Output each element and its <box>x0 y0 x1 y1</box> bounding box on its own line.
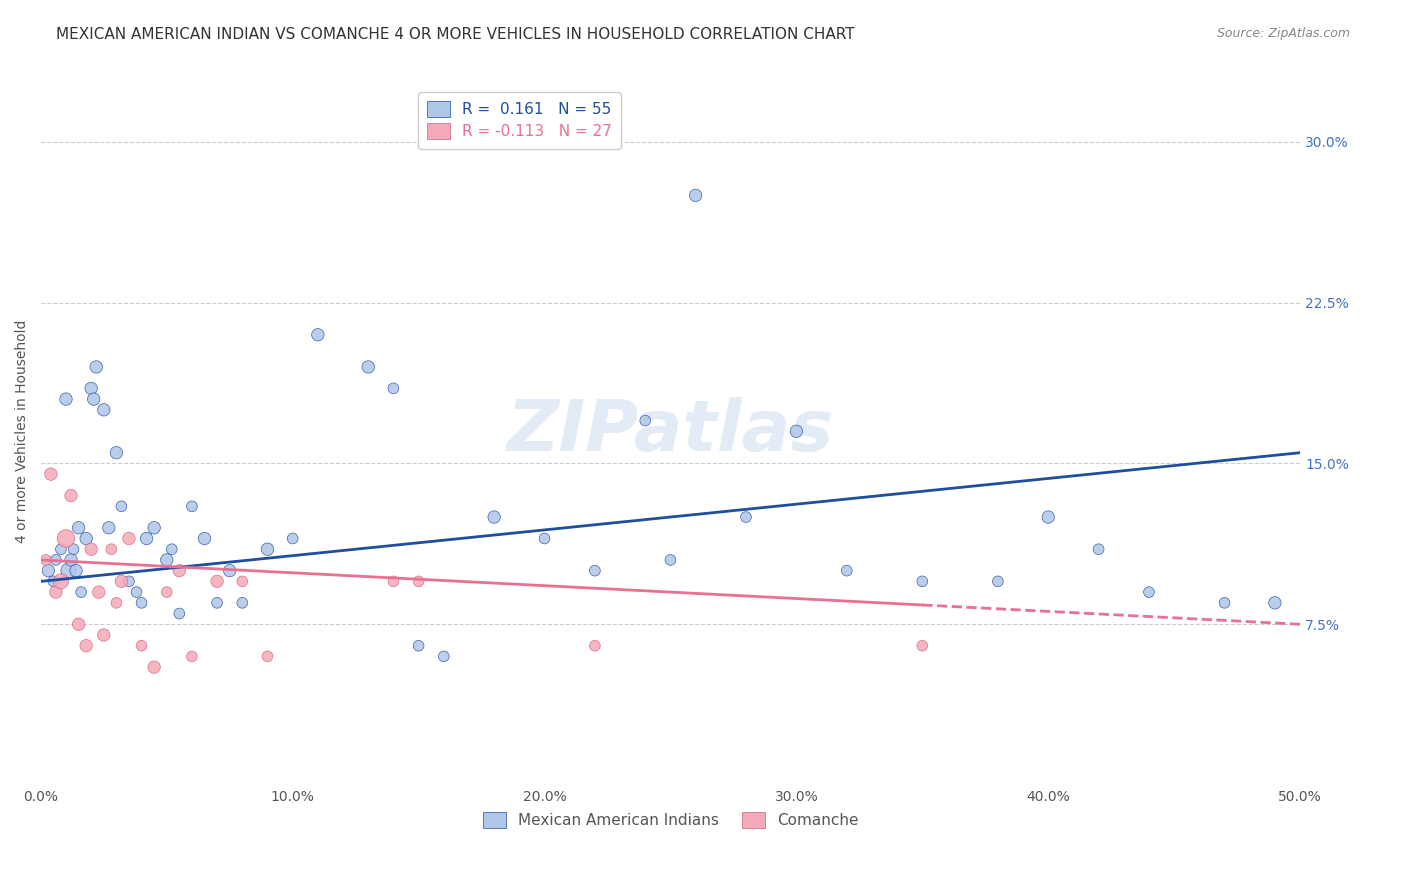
Point <box>156 553 179 567</box>
Point <box>408 574 430 589</box>
Point <box>93 402 115 417</box>
Point <box>205 596 228 610</box>
Point <box>87 585 110 599</box>
Point <box>160 542 183 557</box>
Point <box>75 532 97 546</box>
Point <box>583 639 606 653</box>
Point <box>49 542 72 557</box>
Point <box>35 553 58 567</box>
Point <box>256 542 278 557</box>
Point <box>180 649 202 664</box>
Point <box>100 542 122 557</box>
Point <box>105 446 128 460</box>
Point <box>987 574 1010 589</box>
Point <box>1087 542 1109 557</box>
Point <box>37 564 59 578</box>
Point <box>231 596 253 610</box>
Point <box>70 585 93 599</box>
Point <box>39 467 62 482</box>
Point <box>408 639 430 653</box>
Point <box>231 574 253 589</box>
Point <box>735 510 758 524</box>
Point <box>75 639 97 653</box>
Point <box>685 188 707 202</box>
Point <box>482 510 505 524</box>
Point <box>433 649 456 664</box>
Point <box>169 564 191 578</box>
Text: MEXICAN AMERICAN INDIAN VS COMANCHE 4 OR MORE VEHICLES IN HOUSEHOLD CORRELATION : MEXICAN AMERICAN INDIAN VS COMANCHE 4 OR… <box>56 27 855 42</box>
Point <box>131 596 153 610</box>
Point <box>67 521 90 535</box>
Point <box>110 574 132 589</box>
Point <box>281 532 304 546</box>
Point <box>67 617 90 632</box>
Point <box>143 521 166 535</box>
Point <box>45 585 67 599</box>
Point <box>382 574 405 589</box>
Point <box>55 532 77 546</box>
Point <box>1213 596 1236 610</box>
Point <box>83 392 105 406</box>
Point <box>143 660 166 674</box>
Point <box>583 564 606 578</box>
Point <box>1264 596 1286 610</box>
Point <box>156 585 179 599</box>
Legend: Mexican American Indians, Comanche: Mexican American Indians, Comanche <box>477 805 865 834</box>
Point <box>218 564 240 578</box>
Point <box>634 413 657 427</box>
Point <box>62 542 84 557</box>
Point <box>80 381 103 395</box>
Point <box>58 564 80 578</box>
Point <box>659 553 682 567</box>
Point <box>180 500 202 514</box>
Point <box>42 574 65 589</box>
Point <box>80 542 103 557</box>
Point <box>84 359 107 374</box>
Point <box>55 392 77 406</box>
Point <box>835 564 858 578</box>
Point <box>65 564 87 578</box>
Point <box>1038 510 1060 524</box>
Point <box>118 532 141 546</box>
Point <box>118 574 141 589</box>
Point <box>131 639 153 653</box>
Point <box>1137 585 1160 599</box>
Point <box>911 574 934 589</box>
Point <box>785 424 807 438</box>
Point <box>533 532 555 546</box>
Point <box>110 500 132 514</box>
Point <box>193 532 215 546</box>
Point <box>60 489 83 503</box>
Point <box>357 359 380 374</box>
Point <box>382 381 405 395</box>
Point <box>45 553 67 567</box>
Text: Source: ZipAtlas.com: Source: ZipAtlas.com <box>1216 27 1350 40</box>
Point <box>205 574 228 589</box>
Point <box>97 521 120 535</box>
Point <box>256 649 278 664</box>
Point <box>169 607 191 621</box>
Point <box>307 327 329 342</box>
Point <box>60 553 83 567</box>
Point <box>93 628 115 642</box>
Point <box>135 532 157 546</box>
Point <box>125 585 148 599</box>
Point <box>105 596 128 610</box>
Point <box>911 639 934 653</box>
Point <box>49 574 72 589</box>
Y-axis label: 4 or more Vehicles in Household: 4 or more Vehicles in Household <box>15 319 30 543</box>
Text: ZIPatlas: ZIPatlas <box>506 397 834 466</box>
